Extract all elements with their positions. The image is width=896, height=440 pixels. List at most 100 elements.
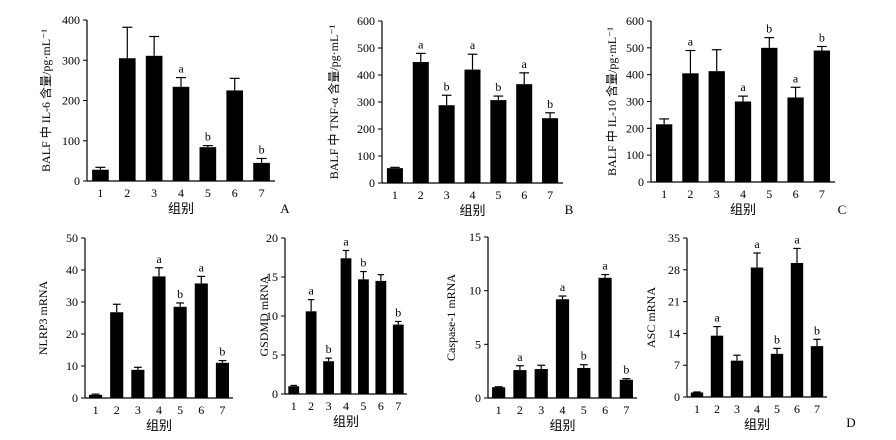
chart2-y-tick-label: 100 [357, 149, 375, 163]
chart3-sig-letter: b [766, 22, 772, 36]
chart3-bar [655, 124, 673, 182]
chart2-bar [542, 118, 559, 183]
chart6-x-tick-label: 6 [602, 403, 608, 417]
chart6-x-tick-label: 1 [496, 403, 502, 417]
chart7-sig-letter: b [774, 332, 780, 346]
chart1-x-tick-label: 5 [205, 186, 211, 200]
chart3-x-tick-label: 3 [714, 187, 720, 201]
chart6-sig-letter: b [623, 363, 629, 377]
chart7-bar [690, 392, 704, 397]
chart7-y-tick-label: 35 [668, 231, 680, 245]
chart6-y-axis-title: Caspase-1 mRNA [444, 274, 458, 361]
chart4-x-tick-label: 1 [93, 403, 99, 417]
chart5-y-axis-title: GSDMD mRNA [257, 275, 271, 356]
chart1-y-tick-label: 200 [62, 94, 80, 108]
chart3-y-tick-label: 400 [626, 68, 644, 82]
chart3-x-axis-title: 组别 [730, 202, 756, 217]
chart6-x-tick-label: 2 [517, 403, 523, 417]
chart5-bar [358, 279, 369, 394]
chart2-sig-letter: a [470, 38, 476, 52]
chart5-x-tick-label: 7 [395, 399, 401, 413]
chart5-y-tick-label: 0 [272, 387, 278, 401]
chart3-y-tick-label: 0 [638, 175, 644, 189]
chart3-x-tick-label: 1 [661, 187, 667, 201]
chart4-sig-letter: b [219, 345, 225, 359]
chart5-y-tick-label: 15 [266, 270, 278, 284]
chart2-y-tick-label: 500 [357, 41, 375, 55]
chart2-bar [516, 84, 533, 183]
chart7-x-tick-label: 2 [714, 402, 720, 416]
chart1-bar [199, 147, 217, 181]
chart2-y-tick-label: 600 [357, 14, 375, 28]
chart3-y-tick-label: 100 [626, 148, 644, 162]
chart2-bar [464, 69, 481, 183]
chart4-y-axis-title: NLRP3 mRNA [36, 280, 50, 355]
chart4-bar [215, 362, 229, 398]
chart2-sig-letter: b [444, 79, 450, 93]
chart3-sig-letter: a [688, 35, 694, 49]
chart1-sig-letter: a [178, 62, 184, 76]
chart2-bar [386, 168, 403, 183]
chart3-y-tick-label: 200 [626, 121, 644, 135]
chart1-bar [253, 162, 270, 181]
chart1-y-tick-label: 300 [62, 53, 80, 67]
chart1-sig-letter: b [259, 142, 265, 156]
chart7-panel-label: D [846, 415, 855, 430]
chart1-bar [226, 90, 244, 181]
chart7-bar [810, 346, 824, 397]
chart4-sig-letter: b [177, 287, 183, 301]
chart7-x-tick-label: 4 [754, 402, 760, 416]
chart1-panel-label: A [280, 201, 290, 216]
chart4-bar [89, 394, 103, 398]
chart5-sig-letter: a [343, 234, 349, 248]
chart3-bar [761, 47, 778, 183]
chart7-sig-letter: a [794, 232, 800, 246]
chart4-bar [194, 283, 208, 398]
chart5-bar [375, 280, 387, 394]
chart2-y-tick-label: 0 [369, 176, 375, 190]
chart2-y-tick-label: 300 [357, 95, 375, 109]
chart2-bar [438, 105, 455, 183]
chart6-y-tick-label: 0 [475, 391, 481, 405]
chart1-bar [172, 86, 190, 181]
chart7-bar [710, 335, 724, 397]
chart6-x-tick-label: 5 [581, 403, 587, 417]
chart3-bar [734, 101, 752, 182]
chart2-sig-letter: a [522, 57, 528, 71]
chart6-sig-letter: a [517, 350, 523, 364]
chart1-x-tick-label: 6 [232, 186, 238, 200]
chart5-bar [288, 386, 300, 394]
chart7-y-tick-label: 28 [668, 263, 680, 277]
chart3-bar [682, 73, 699, 182]
chart7-x-tick-label: 3 [734, 402, 740, 416]
chart5-x-tick-label: 2 [308, 399, 314, 413]
chart6-x-tick-label: 4 [560, 403, 566, 417]
chart4-sig-letter: a [156, 252, 162, 266]
chart3-panel-label: C [838, 202, 847, 217]
chart2-x-tick-label: 2 [418, 188, 424, 202]
chart3-y-tick-label: 500 [626, 41, 644, 55]
chart1-bar [92, 169, 109, 181]
chart4-bar [173, 306, 187, 398]
chart6-x-tick-label: 7 [623, 403, 629, 417]
chart5-x-axis-title: 组别 [333, 414, 359, 429]
chart4-x-axis-title: 组别 [146, 418, 172, 433]
chart3-sig-letter: b [819, 30, 825, 44]
chart2-x-tick-label: 6 [521, 188, 527, 202]
chart4-sig-letter: a [199, 260, 205, 274]
chart3-y-tick-label: 600 [626, 14, 644, 28]
chart1-bar [118, 58, 136, 181]
chart3-bar [813, 50, 831, 183]
chart4-x-tick-label: 2 [114, 403, 120, 417]
chart4-bar [131, 369, 145, 398]
chart3-x-tick-label: 6 [793, 187, 799, 201]
chart7-x-tick-label: 7 [814, 402, 820, 416]
chart5-y-tick-label: 10 [266, 309, 278, 323]
chart1-y-tick-label: 100 [62, 134, 80, 148]
chart4-y-tick-label: 0 [72, 391, 78, 405]
chart7-y-axis-title: ASC mRNA [644, 287, 658, 348]
chart7-x-axis-title: 组别 [744, 417, 770, 432]
chart1-y-axis-title: BALF 中 IL-6 含量/pg·mL⁻¹ [38, 29, 53, 172]
chart1-x-axis-title: 组别 [168, 201, 194, 216]
chart6-x-axis-title: 组别 [549, 418, 575, 433]
